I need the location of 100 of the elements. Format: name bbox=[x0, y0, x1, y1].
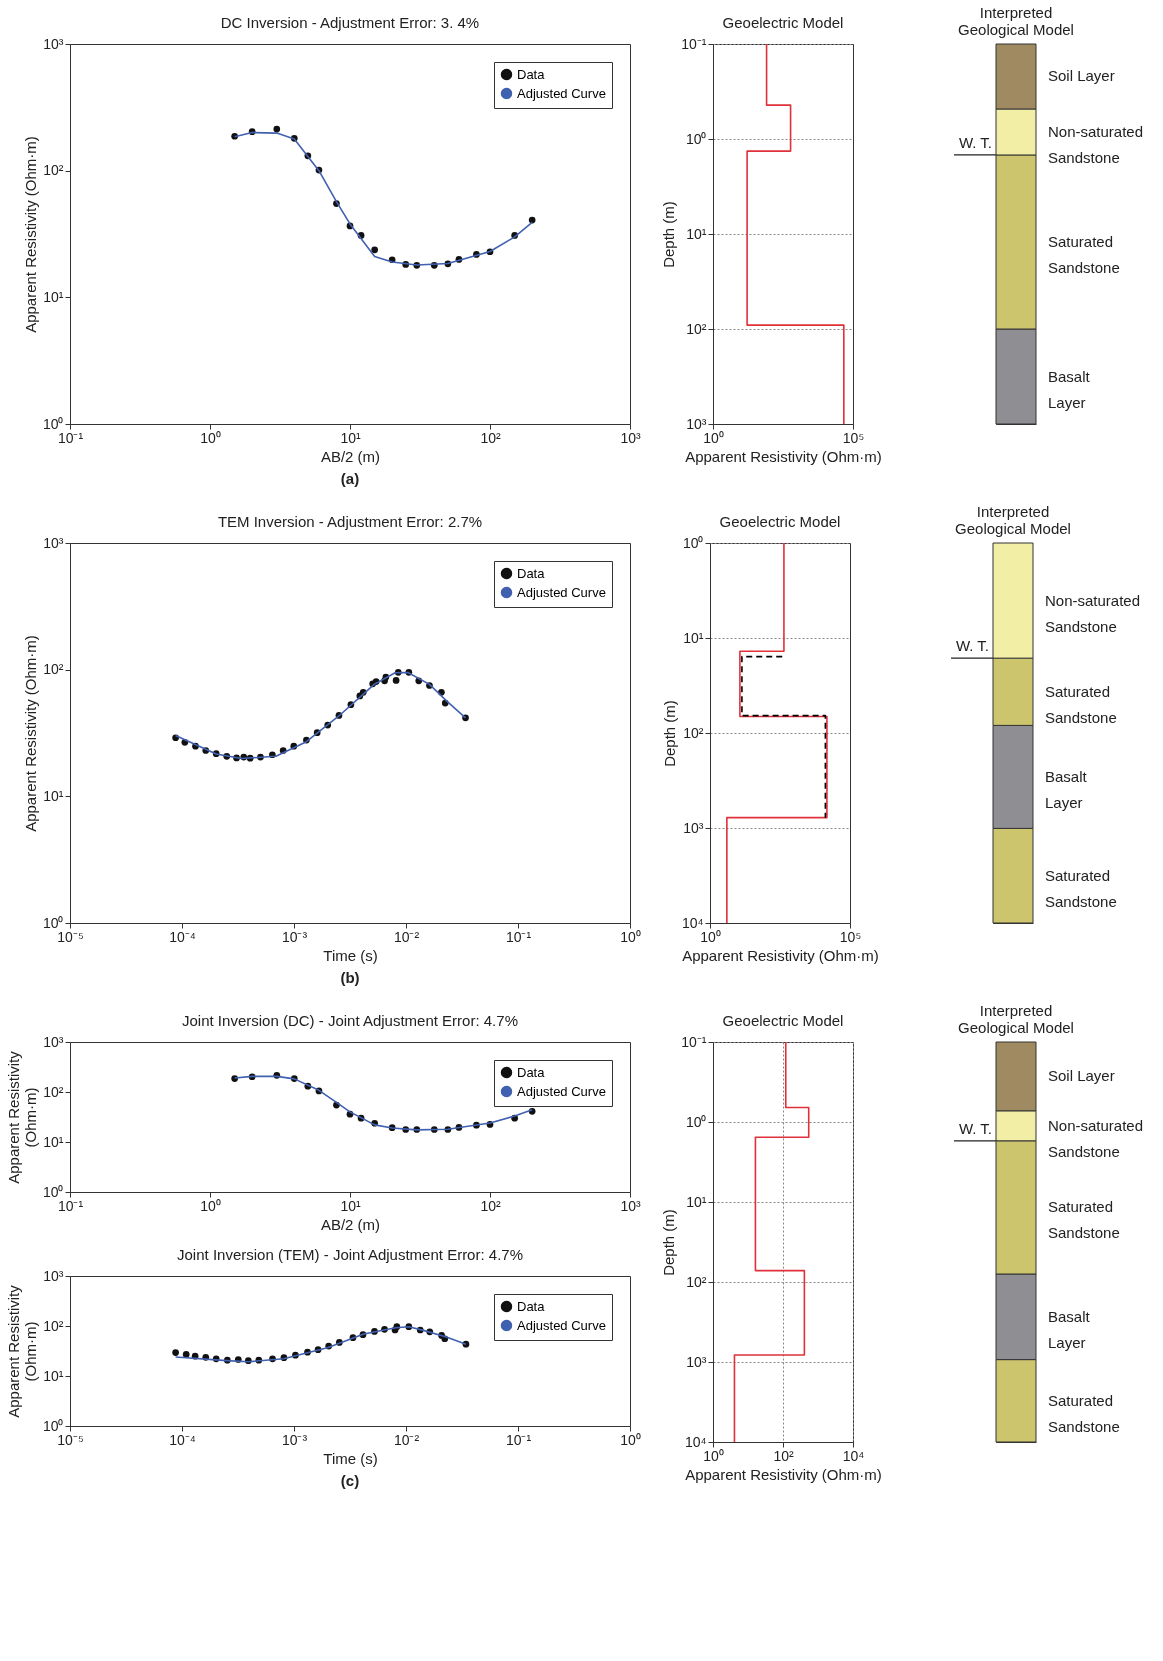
ref-line-label: W. T. bbox=[958, 1119, 992, 1137]
x-tick-label: 10⁻⁵ bbox=[57, 1431, 84, 1448]
y-axis-title: Depth (m) bbox=[660, 700, 678, 767]
y-tick-label: 10¹ bbox=[683, 629, 704, 646]
x-tick-label: 10⁻¹ bbox=[57, 1197, 84, 1214]
text: (c) bbox=[340, 1472, 360, 1489]
x-tick-label: 10² bbox=[480, 429, 501, 446]
x-tick-label: 10⁵ bbox=[839, 928, 862, 945]
x-tick-label: 10⁻³ bbox=[281, 1431, 308, 1448]
series-label: Soil Layer bbox=[1048, 67, 1115, 85]
x-axis-title: Time (s) bbox=[323, 946, 378, 964]
y-tick-label: 10⁰ bbox=[42, 1183, 64, 1200]
chart-title: TEM Inversion - Adjustment Error: 2.7% bbox=[217, 513, 483, 530]
x-tick-label: 10⁰ bbox=[620, 928, 641, 945]
x-tick-label: 10¹ bbox=[340, 1197, 361, 1214]
y-tick-label: 10³ bbox=[43, 35, 64, 52]
y-tick-label: 10⁰ bbox=[42, 914, 64, 931]
y-axis-title: Apparent Resistivity (Ohm·m) bbox=[21, 635, 39, 832]
chart-title: Joint Inversion (TEM) - Joint Adjustment Error: 4.7% bbox=[177, 1246, 523, 1263]
x-axis-title: AB/2 (m) bbox=[320, 1215, 381, 1233]
chart-title: Joint Inversion (DC) - Joint Adjustment Error: 4.7% bbox=[182, 1012, 518, 1029]
y-tick-label: 10² bbox=[43, 1317, 64, 1334]
x-axis-title: Apparent Resistivity (Ohm·m) bbox=[685, 447, 882, 465]
series-label: Basalt Layer bbox=[1048, 367, 1091, 411]
y-tick-label: 10³ bbox=[43, 1033, 64, 1050]
x-tick-label: 10⁰ bbox=[703, 429, 724, 446]
x-tick-label: 10⁻² bbox=[393, 1431, 420, 1448]
series-label: Saturated Sandstone bbox=[1045, 682, 1117, 726]
y-tick-label: 10⁰ bbox=[685, 1113, 707, 1130]
x-axis-title: Apparent Resistivity (Ohm·m) bbox=[685, 1465, 882, 1483]
legend-label: Adjusted Curve bbox=[517, 1083, 606, 1099]
y-tick-label: 10⁰ bbox=[682, 534, 704, 551]
x-axis-title: Time (s) bbox=[323, 1449, 378, 1467]
chart-title: Interpreted Geological Model bbox=[958, 1001, 1074, 1036]
y-axis-title: Depth (m) bbox=[660, 201, 678, 268]
x-axis-title: AB/2 (m) bbox=[320, 447, 381, 465]
x-tick-label: 10³ bbox=[620, 1197, 641, 1214]
y-tick-label: 10¹ bbox=[43, 288, 64, 305]
ref-line-label: W. T. bbox=[958, 133, 992, 151]
x-tick-label: 10⁻⁴ bbox=[169, 928, 196, 945]
series-label: Soil Layer bbox=[1048, 1067, 1115, 1085]
series-label: Saturated Sandstone bbox=[1048, 232, 1120, 276]
legend-label: Data bbox=[517, 66, 546, 82]
chart-title: Geoelectric Model bbox=[722, 1012, 844, 1029]
series-label: Non-saturated Sandstone bbox=[1048, 122, 1144, 166]
series-label: Basalt Layer bbox=[1045, 767, 1088, 811]
chart-title: DC Inversion - Adjustment Error: 3. 4% bbox=[220, 14, 480, 31]
text: (a) bbox=[340, 470, 360, 487]
series-label: Non-saturated Sandstone bbox=[1048, 1116, 1144, 1160]
chart-title: Geoelectric Model bbox=[722, 14, 844, 31]
y-tick-label: 10³ bbox=[43, 1267, 64, 1284]
x-tick-label: 10⁻³ bbox=[281, 928, 308, 945]
x-tick-label: 10⁰ bbox=[700, 928, 721, 945]
series-label: Saturated Sandstone bbox=[1045, 866, 1117, 910]
y-tick-label: 10⁴ bbox=[681, 914, 704, 931]
x-tick-label: 10⁰ bbox=[620, 1431, 641, 1448]
y-tick-label: 10⁰ bbox=[685, 130, 707, 147]
y-tick-label: 10³ bbox=[683, 819, 704, 836]
chart-title: Interpreted Geological Model bbox=[955, 502, 1071, 537]
x-tick-label: 10⁻¹ bbox=[505, 1431, 532, 1448]
y-axis-title: Apparent Resistivity (Ohm·m) bbox=[4, 1050, 39, 1184]
x-tick-label: 10⁵ bbox=[842, 429, 865, 446]
x-tick-label: 10² bbox=[480, 1197, 501, 1214]
y-tick-label: 10⁰ bbox=[42, 415, 64, 432]
x-tick-label: 10⁻¹ bbox=[505, 928, 532, 945]
series-label: Basalt Layer bbox=[1048, 1307, 1091, 1351]
y-tick-label: 10² bbox=[43, 1083, 64, 1100]
y-tick-label: 10² bbox=[686, 320, 707, 337]
series-label: Saturated Sandstone bbox=[1048, 1391, 1120, 1435]
legend-label: Adjusted Curve bbox=[517, 85, 606, 101]
series-label: Saturated Sandstone bbox=[1048, 1198, 1120, 1242]
text: (b) bbox=[340, 969, 360, 986]
y-tick-label: 10⁻¹ bbox=[681, 35, 707, 52]
x-axis-title: Apparent Resistivity (Ohm·m) bbox=[682, 946, 879, 964]
x-tick-label: 10¹ bbox=[340, 429, 361, 446]
legend-label: Data bbox=[517, 565, 546, 581]
y-axis-title: Apparent Resistivity (Ohm·m) bbox=[4, 1284, 39, 1418]
x-tick-label: 10⁴ bbox=[842, 1447, 865, 1464]
y-tick-label: 10² bbox=[43, 162, 64, 179]
y-tick-label: 10² bbox=[683, 724, 704, 741]
y-axis-title: Apparent Resistivity (Ohm·m) bbox=[21, 136, 39, 333]
y-tick-label: 10⁰ bbox=[42, 1417, 64, 1434]
x-tick-label: 10⁻¹ bbox=[57, 429, 84, 446]
y-tick-label: 10² bbox=[686, 1273, 707, 1290]
x-tick-label: 10⁰ bbox=[703, 1447, 724, 1464]
y-tick-label: 10³ bbox=[686, 415, 707, 432]
y-tick-label: 10⁻¹ bbox=[681, 1033, 707, 1050]
x-tick-label: 10⁻⁴ bbox=[169, 1431, 196, 1448]
legend-label: Adjusted Curve bbox=[517, 1317, 606, 1333]
y-tick-label: 10¹ bbox=[43, 1133, 64, 1150]
chart-title: Geoelectric Model bbox=[719, 513, 841, 530]
y-tick-label: 10¹ bbox=[686, 225, 707, 242]
x-tick-label: 10² bbox=[773, 1447, 794, 1464]
y-tick-label: 10² bbox=[43, 661, 64, 678]
y-tick-label: 10¹ bbox=[43, 1367, 64, 1384]
x-tick-label: 10³ bbox=[620, 429, 641, 446]
y-axis-title: Depth (m) bbox=[660, 1209, 678, 1276]
chart-title: Interpreted Geological Model bbox=[958, 3, 1074, 38]
y-tick-label: 10¹ bbox=[43, 787, 64, 804]
legend-label: Adjusted Curve bbox=[517, 584, 606, 600]
